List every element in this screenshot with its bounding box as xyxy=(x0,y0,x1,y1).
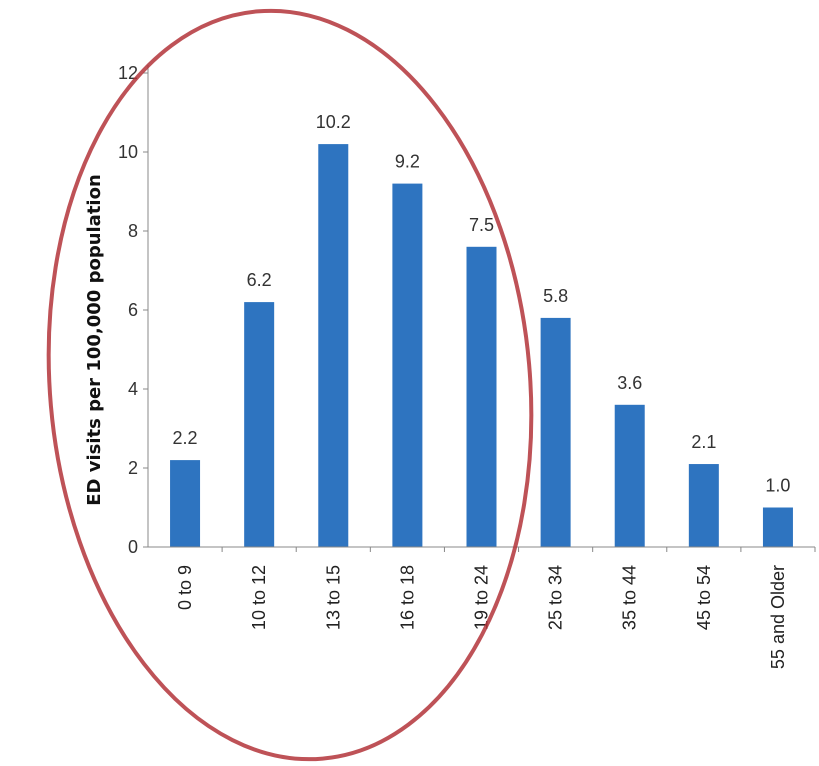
x-category-label: 0 to 9 xyxy=(175,565,195,610)
y-tick-label: 8 xyxy=(128,221,138,241)
x-category-label: 13 to 15 xyxy=(323,565,343,630)
x-category-label: 25 to 34 xyxy=(546,565,566,630)
bar xyxy=(318,144,349,547)
bar-value-label: 6.2 xyxy=(247,270,272,290)
y-tick-label: 0 xyxy=(128,537,138,557)
y-tick-label: 12 xyxy=(118,63,138,83)
bar-value-label: 9.2 xyxy=(395,152,420,172)
x-category-label: 35 to 44 xyxy=(620,565,640,630)
y-tick-label: 4 xyxy=(128,379,138,399)
annotation xyxy=(46,8,534,762)
x-category-label: 55 and Older xyxy=(768,565,788,669)
y-axis: 0 2 4 6 8 10 12 xyxy=(118,63,149,557)
bar-value-label: 2.1 xyxy=(691,432,716,452)
x-axis: 0 to 9 10 to 12 13 to 15 16 to 18 19 to 24 25… xyxy=(148,546,816,669)
y-tick-label: 6 xyxy=(128,300,138,320)
x-category-label: 16 to 18 xyxy=(397,565,417,630)
bar xyxy=(540,317,571,547)
bar xyxy=(170,460,201,547)
bar-value-label: 5.8 xyxy=(543,286,568,306)
bar-value-label: 7.5 xyxy=(469,215,494,235)
x-category-label: 19 to 24 xyxy=(472,565,492,630)
x-category-label: 10 to 12 xyxy=(249,565,269,630)
y-tick-label: 2 xyxy=(128,458,138,478)
bar xyxy=(392,183,423,547)
bar xyxy=(466,246,497,548)
x-category-label: 45 to 54 xyxy=(694,565,714,630)
bar-value-label: 10.2 xyxy=(316,112,351,132)
bar-value-label: 3.6 xyxy=(617,373,642,393)
bar-value-label: 2.2 xyxy=(173,428,198,448)
y-tick-label: 10 xyxy=(118,142,138,162)
value-labels: 2.2 6.2 10.2 9.2 7.5 5.8 3.6 2.1 1.0 xyxy=(173,112,791,495)
annotation-ellipse xyxy=(46,8,534,762)
bar xyxy=(614,404,645,547)
bar xyxy=(688,464,719,547)
y-axis-label: ED visits per 100,000 population xyxy=(84,174,105,506)
bar xyxy=(762,507,793,547)
bar xyxy=(244,302,275,547)
bars xyxy=(170,144,793,548)
bar-value-label: 1.0 xyxy=(765,476,790,496)
